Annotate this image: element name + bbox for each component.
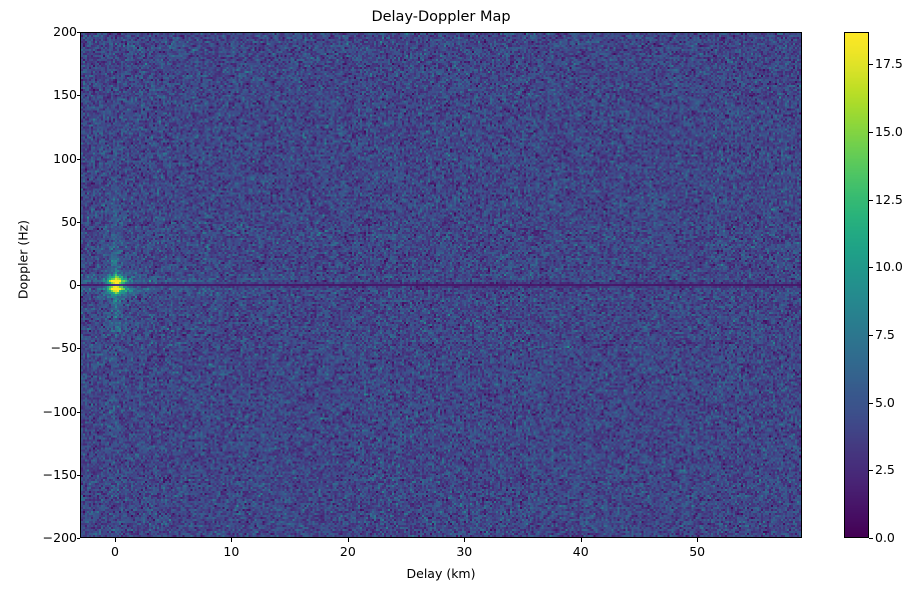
y-tick-label: −200	[42, 530, 77, 545]
x-tick-label: 20	[339, 544, 356, 559]
colorbar-tick-mark	[869, 64, 873, 66]
colorbar-tick-label: 7.5	[875, 327, 895, 343]
y-tick-mark	[76, 221, 80, 223]
colorbar-tick-mark	[869, 470, 873, 472]
y-tick-label: −50	[50, 340, 77, 356]
x-tick-mark	[464, 538, 466, 542]
y-tick-label: 100	[53, 150, 77, 166]
y-tick-mark	[76, 348, 80, 350]
y-tick-label: −100	[42, 403, 77, 419]
colorbar-tick-mark	[869, 538, 873, 539]
colorbar-gradient	[845, 33, 868, 537]
y-tick-label: 50	[61, 213, 77, 229]
x-tick-label: 30	[456, 544, 473, 559]
colorbar-tick-label: 5.0	[875, 394, 895, 410]
y-tick-mark	[76, 158, 80, 160]
delay-doppler-heatmap	[81, 33, 801, 537]
colorbar-tick-label: 12.5	[875, 191, 903, 207]
page-title: Delay-Doppler Map	[371, 9, 511, 25]
x-tick-mark	[231, 538, 233, 542]
heatmap-plot-area	[80, 32, 802, 538]
x-tick-label: 0	[110, 544, 119, 559]
x-axis-label: Delay (km)	[406, 566, 476, 581]
x-tick-label: 10	[223, 544, 240, 559]
x-tick-label: 40	[572, 544, 589, 559]
colorbar	[844, 32, 869, 538]
x-tick-mark	[697, 538, 699, 542]
y-tick-label: 0	[69, 277, 77, 292]
colorbar-tick-mark	[869, 132, 873, 134]
y-axis-label: Doppler (Hz)	[15, 219, 31, 300]
y-tick-mark	[76, 95, 80, 97]
colorbar-tick-label: 15.0	[875, 124, 903, 140]
y-tick-mark	[76, 285, 80, 286]
x-tick-label: 50	[689, 544, 706, 559]
colorbar-tick-mark	[869, 199, 873, 201]
colorbar-tick-label: 2.5	[875, 462, 895, 478]
colorbar-tick-mark	[869, 267, 873, 269]
x-tick-mark	[114, 538, 116, 542]
colorbar-tick-label: 17.5	[875, 56, 903, 72]
x-tick-mark	[580, 538, 582, 542]
y-tick-label: −150	[42, 466, 77, 482]
x-tick-mark	[347, 538, 349, 542]
y-tick-label: 150	[53, 87, 77, 103]
y-tick-mark	[76, 32, 80, 33]
colorbar-tick-label: 10.0	[875, 259, 903, 275]
y-tick-label: 200	[53, 24, 77, 39]
colorbar-tick-label: 0.0	[875, 530, 895, 545]
colorbar-tick-mark	[869, 335, 873, 337]
y-tick-mark	[76, 474, 80, 476]
colorbar-tick-mark	[869, 402, 873, 404]
y-tick-mark	[76, 411, 80, 413]
y-tick-mark	[76, 538, 80, 539]
